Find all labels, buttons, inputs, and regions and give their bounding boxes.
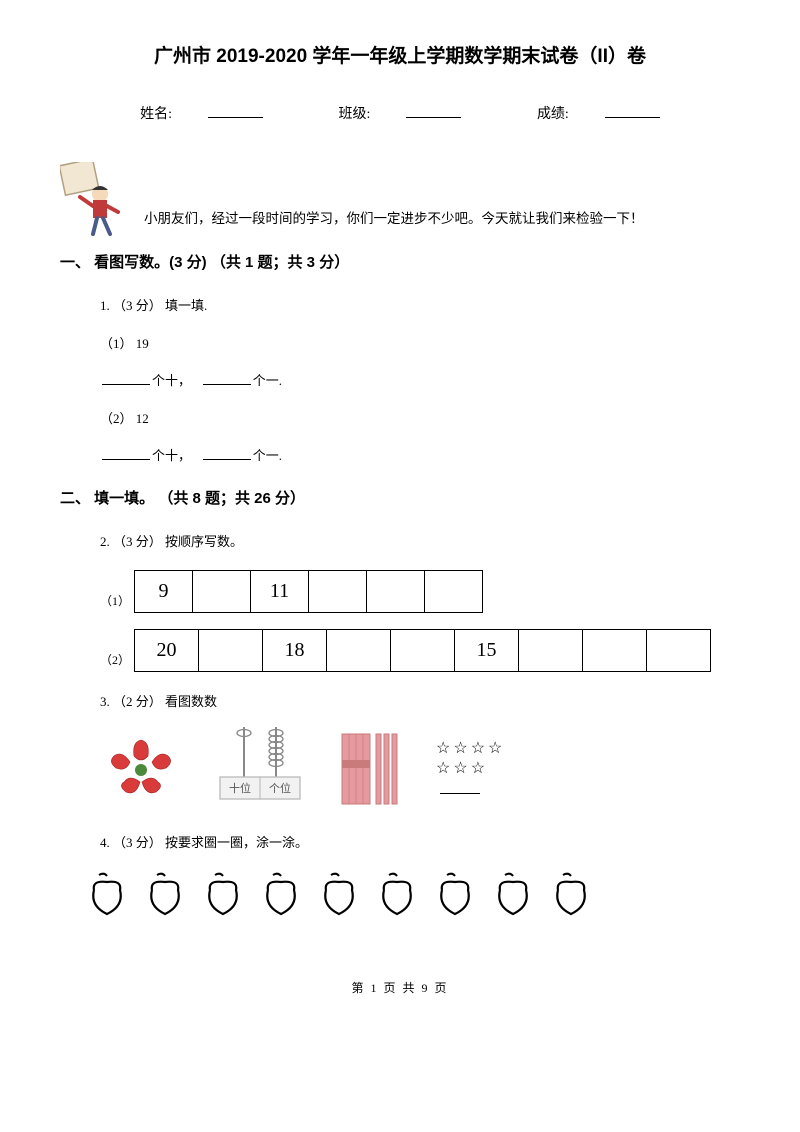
q1-p1-label: （1） 19 <box>100 332 740 355</box>
section2-heading: 二、 填一填。 （共 8 题；共 26 分） <box>60 485 740 512</box>
abacus-wrap: 十位 个位 <box>210 727 310 812</box>
cell <box>583 629 647 671</box>
q2-row2-wrap: （2） 20 18 15 <box>100 629 740 672</box>
q2-row1-table: 9 11 <box>134 570 483 613</box>
cell <box>519 629 583 671</box>
apple-icon <box>260 872 302 918</box>
cell <box>367 570 425 612</box>
q2-row2-idx: （2） <box>100 650 130 672</box>
abacus-icon: 十位 个位 <box>210 727 310 805</box>
cell <box>199 629 263 671</box>
apple-icon <box>492 872 534 918</box>
cell: 11 <box>251 570 309 612</box>
q1-p1-fill: 个十， 个一. <box>100 369 740 392</box>
cell: 15 <box>455 629 519 671</box>
q3: 3. （2 分） 看图数数 <box>100 690 740 813</box>
stars-block: ☆☆☆☆ ☆☆☆ <box>436 739 505 801</box>
q4-label: 4. （3 分） 按要求圈一圈，涂一涂。 <box>100 831 740 854</box>
apple-icon <box>86 872 128 918</box>
apple-icon <box>376 872 418 918</box>
svg-text:个位: 个位 <box>269 781 291 795</box>
cell <box>425 570 483 612</box>
q2-row2-table: 20 18 15 <box>134 629 711 672</box>
cell: 9 <box>135 570 193 612</box>
q3-label: 3. （2 分） 看图数数 <box>100 690 740 713</box>
apple-icon <box>550 872 592 918</box>
intro-row: 小朋友们，经过一段时间的学习，你们一定进步不少吧。今天就让我们来检验一下！ <box>60 162 740 237</box>
apple-icon <box>202 872 244 918</box>
q1: 1. （3 分） 填一填. （1） 19 个十， 个一. （2） 12 个十， … <box>100 294 740 467</box>
counting-rods-icon <box>338 730 408 810</box>
q2-label: 2. （3 分） 按顺序写数。 <box>100 530 740 553</box>
q2-row1-wrap: （1） 9 11 <box>100 570 740 613</box>
svg-text:十位: 十位 <box>229 781 251 795</box>
apples-row <box>86 872 740 918</box>
apple-icon <box>318 872 360 918</box>
q1-p2-label: （2） 12 <box>100 407 740 430</box>
apple-icon <box>434 872 476 918</box>
cell <box>647 629 711 671</box>
class-label: 班级: <box>321 107 480 122</box>
q4: 4. （3 分） 按要求圈一圈，涂一涂。 <box>100 831 740 854</box>
cell <box>327 629 391 671</box>
cell: 20 <box>135 629 199 671</box>
cell: 18 <box>263 629 327 671</box>
q3-images: 十位 个位 ☆☆☆☆ ☆☆☆ <box>100 727 740 812</box>
q2: 2. （3 分） 按顺序写数。 （1） 9 11 （2） 20 18 15 <box>100 530 740 671</box>
cell <box>193 570 251 612</box>
name-label: 姓名: <box>122 107 281 122</box>
cell <box>391 629 455 671</box>
page-footer: 第 1 页 共 9 页 <box>60 978 740 1000</box>
info-row: 姓名: 班级: 成绩: <box>60 102 740 127</box>
q1-p2-fill: 个十， 个一. <box>100 444 740 467</box>
strawberries-icon <box>100 734 182 806</box>
cell <box>309 570 367 612</box>
apple-icon <box>144 872 186 918</box>
cartoon-icon <box>60 162 130 237</box>
q1-label: 1. （3 分） 填一填. <box>100 294 740 317</box>
page-title: 广州市 2019-2020 学年一年级上学期数学期末试卷（II）卷 <box>60 40 740 74</box>
intro-text: 小朋友们，经过一段时间的学习，你们一定进步不少吧。今天就让我们来检验一下！ <box>144 207 644 237</box>
section1-heading: 一、 看图写数。(3 分) （共 1 题；共 3 分） <box>60 249 740 276</box>
q2-row1-idx: （1） <box>100 591 130 613</box>
score-label: 成绩: <box>519 107 678 122</box>
